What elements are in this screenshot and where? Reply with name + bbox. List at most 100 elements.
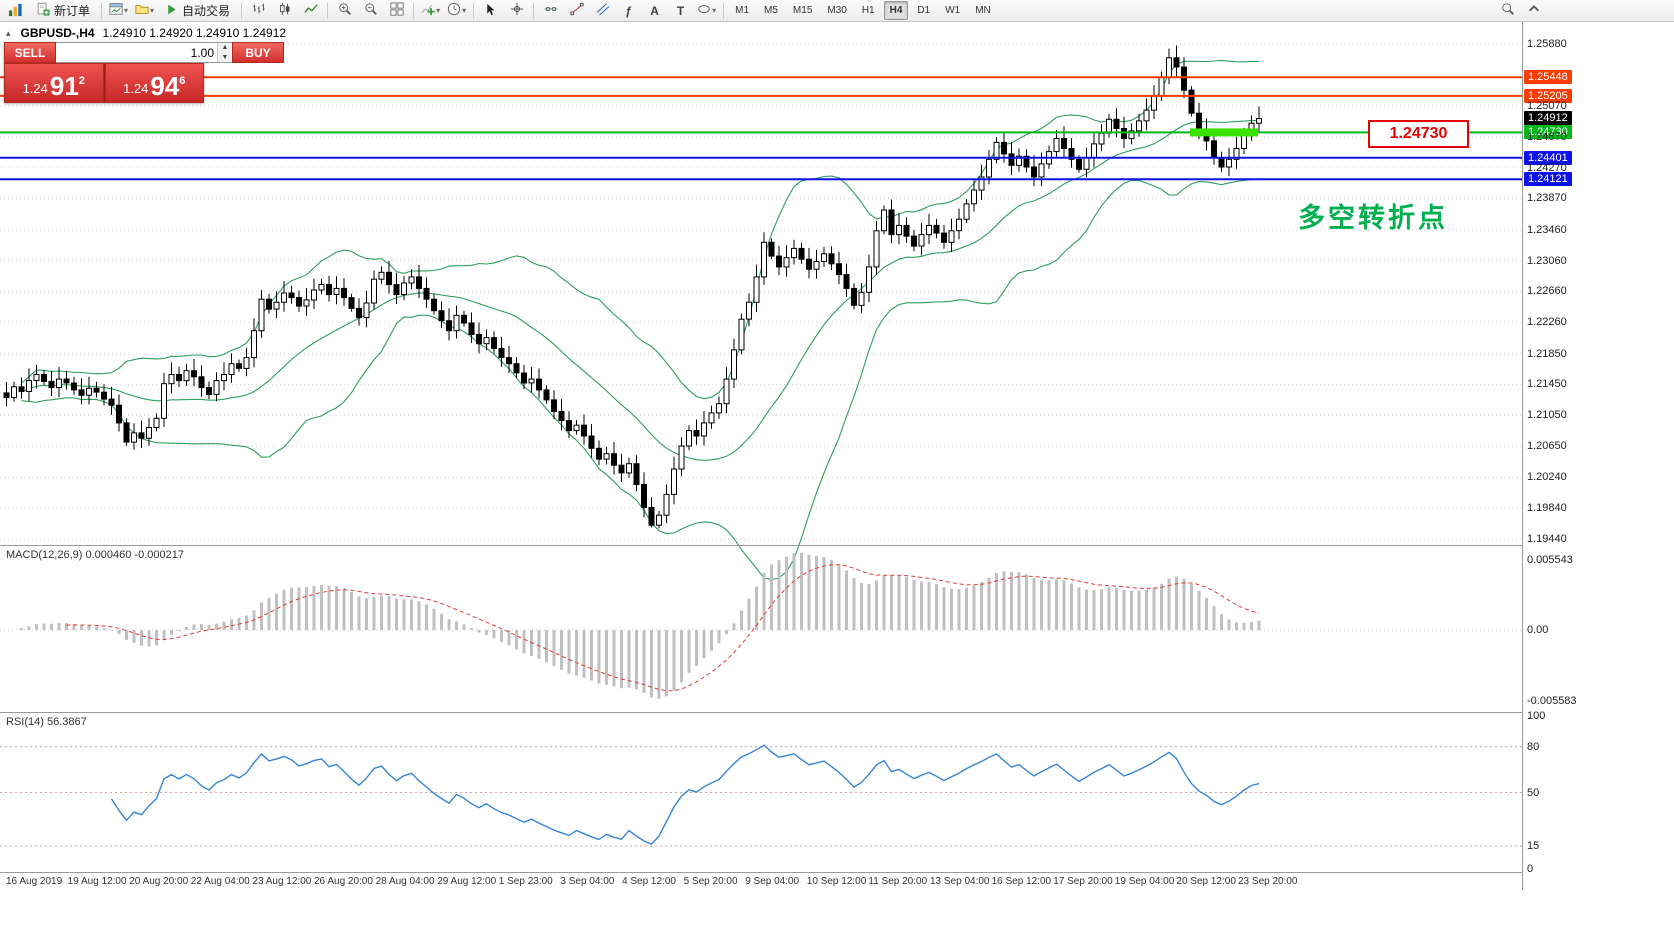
bar-chart-icon[interactable] [246,0,271,21]
main-toolbar: 新订单 ▾ ▾ 自动交易 ▾ ▾ ƒ A T ▾ M1 M5 M15 M30 H1 H4 D1 W1 MN [0,0,1674,22]
axis-label: 50 [1527,786,1540,799]
axis-label: 1.20240 [1527,471,1567,484]
time-label: 1 Sep 23:00 [498,876,553,887]
tile-windows-icon[interactable] [384,0,409,21]
axis-label: 1.21450 [1527,378,1567,391]
fibonacci-icon[interactable]: ƒ [616,0,641,21]
lot-size-input[interactable] [56,43,217,62]
timeframe-d1-button[interactable]: D1 [917,5,931,16]
axis-label: 1.22260 [1527,316,1567,329]
new-order-button[interactable]: 新订单 [29,0,97,21]
profiles-icon [135,2,149,19]
search-icon[interactable] [1495,0,1520,21]
autotrade-button[interactable]: 自动交易 [158,0,237,21]
periods-icon [447,2,461,19]
periods-icon[interactable]: ▾ [444,0,469,21]
zoom-in-icon [338,2,352,19]
axis-label: 1.25205 [1524,88,1572,103]
collapse-toolbar-icon[interactable] [1521,0,1546,21]
macd-indicator-title: MACD(12,26,9) 0.000460 -0.000217 [6,549,184,561]
time-label: 20 Sep 12:00 [1176,876,1236,887]
label-icon[interactable]: T [668,0,693,21]
rsi-indicator-title: RSI(14) 56.3867 [6,716,87,728]
sell-price-main: 91 [49,71,79,101]
lot-decrease-button[interactable]: ▼ [218,52,232,62]
time-label: 29 Aug 12:00 [437,876,497,887]
toolbar-separator [101,2,103,19]
axis-label: 1.19840 [1527,502,1567,515]
axis-label: 0.005543 [1527,554,1573,566]
new-order-label: 新订单 [54,4,91,18]
shapes-icon[interactable]: ▾ [694,0,719,21]
fibonacci-icon: ƒ [625,3,632,18]
dropdown-caret-icon: ▾ [712,6,717,15]
toolbar-separator [723,2,725,19]
crosshair-icon[interactable] [504,0,529,21]
price-axis[interactable]: 1.25880 1.25448 1.25205 1.25070 1.24912 1.247… [1522,0,1674,890]
timeframe-mn-button[interactable]: MN [975,5,991,16]
timeframe-m30-button[interactable]: M30 [827,5,847,16]
line-chart-icon [303,2,318,19]
chart-ohlc-values: 1.24910 1.24920 1.24910 1.24912 [102,26,287,40]
chart-symbol-label: GBPUSD-,H4 [20,26,95,40]
crosshair-icon [510,2,524,19]
buy-price-button[interactable]: 1.24 94 6 [104,63,204,103]
timeframe-m5-button[interactable]: M5 [764,5,778,16]
shapes-icon [697,2,711,19]
toolbar-separator [473,2,475,19]
timeframe-h1-button[interactable]: H1 [861,5,875,16]
time-label: 28 Aug 04:00 [375,876,435,887]
label-icon: T [676,3,685,18]
axis-label: 1.20650 [1527,439,1567,452]
zoom-in-icon[interactable] [332,0,357,21]
axis-label: 0.00 [1527,624,1549,636]
timeframe-m1-button[interactable]: M1 [735,5,750,16]
sell-price-button[interactable]: 1.24 91 2 [4,63,104,103]
chart-canvas[interactable] [0,0,1522,872]
candlestick-chart-icon[interactable] [272,0,297,21]
trendline-icon[interactable] [564,0,589,21]
axis-label: -0.005583 [1527,694,1577,707]
horizontal-line-icon[interactable] [538,0,563,21]
timeframe-h4-button[interactable]: H4 [883,1,909,20]
cursor-icon[interactable] [478,0,503,21]
terminal-icon[interactable] [3,0,28,21]
indicators-icon [421,2,435,19]
one-click-toggle-icon[interactable]: ▴ [6,27,11,38]
timeframe-w1-button[interactable]: W1 [945,5,961,16]
time-axis[interactable]: 16 Aug 2019 19 Aug 12:00 20 Aug 20:00 22 Au… [0,872,1522,890]
axis-label: 1.25880 [1527,38,1567,50]
time-label: 3 Sep 04:00 [560,876,615,887]
time-label: 5 Sep 20:00 [683,876,738,887]
toolbar-separator [327,2,329,19]
time-label: 16 Aug 2019 [6,876,63,887]
lot-size-box: ▲ ▼ [56,42,232,63]
toolbar-separator [413,2,415,19]
axis-label: 80 [1527,740,1540,753]
timeframe-m15-button[interactable]: M15 [792,5,813,16]
axis-label: 1.24121 [1524,172,1572,187]
collapse-toolbar-icon [1527,2,1541,19]
profiles-icon[interactable]: ▾ [132,0,157,21]
time-label: 10 Sep 12:00 [806,876,867,887]
buy-button[interactable]: BUY [232,42,284,63]
axis-label: 1.21050 [1527,409,1567,422]
lot-increase-button[interactable]: ▲ [218,43,232,53]
open-chart-icon[interactable]: ▾ [106,0,131,21]
line-chart-icon[interactable] [298,0,323,21]
time-label: 23 Aug 12:00 [252,876,312,887]
channel-icon[interactable] [590,0,615,21]
sell-price-pip: 2 [78,75,85,87]
sell-price-prefix: 1.24 [22,81,48,96]
axis-label: 1.23870 [1527,192,1567,205]
zoom-out-icon[interactable] [358,0,383,21]
text-icon[interactable]: A [642,0,667,21]
axis-label: 0 [1527,863,1534,875]
sell-button[interactable]: SELL [4,42,56,63]
turning-point-annotation: 多空转折点 [1298,203,1448,233]
new-order-icon [36,2,50,19]
indicators-icon[interactable]: ▾ [418,0,443,21]
bar-chart-icon [252,2,266,19]
axis-label: 1.25070 [1527,100,1567,113]
